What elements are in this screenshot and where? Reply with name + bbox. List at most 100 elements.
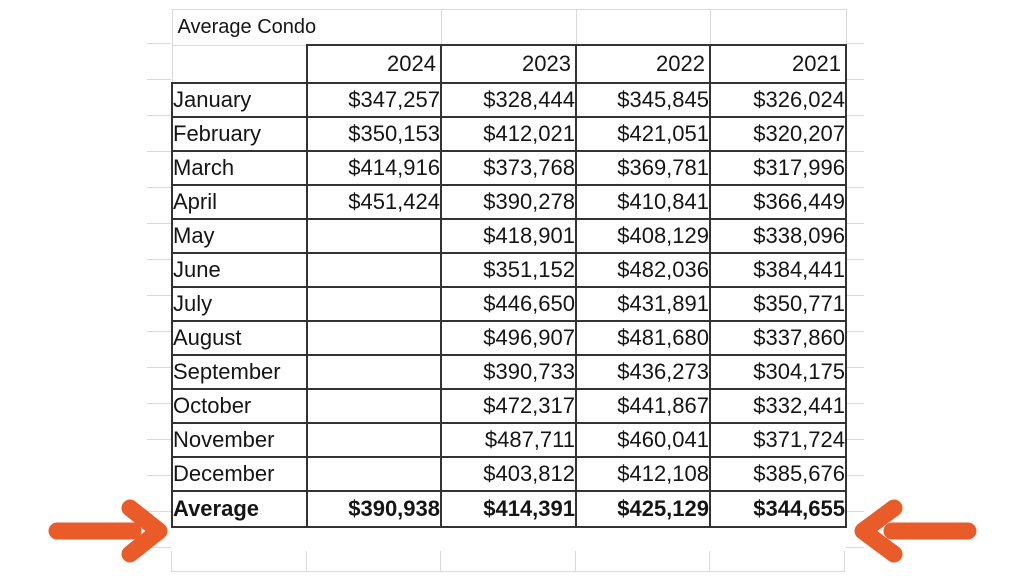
value-cell — [306, 218, 442, 254]
month-cell: April — [171, 184, 308, 220]
gridline-stub — [709, 551, 710, 571]
value-cell: $337,860 — [709, 320, 847, 356]
value-cell: $410,841 — [575, 184, 711, 220]
table-row: December $403,812 $412,108 $385,676 — [171, 456, 847, 492]
value-cell: $332,441 — [709, 388, 847, 424]
average-row: Average $390,938 $414,391 $425,129 $344,… — [171, 490, 847, 528]
value-cell: $496,907 — [440, 320, 577, 356]
value-cell: $371,724 — [709, 422, 847, 458]
value-cell: $403,812 — [440, 456, 577, 492]
value-cell: $408,129 — [575, 218, 711, 254]
value-cell — [306, 354, 442, 390]
table-row: September $390,733 $436,273 $304,175 — [171, 354, 847, 390]
empty-cell — [709, 9, 847, 45]
value-cell: $412,108 — [575, 456, 711, 492]
table-row: January $347,257 $328,444 $345,845 $326,… — [171, 82, 847, 118]
table-row: April $451,424 $390,278 $410,841 $366,44… — [171, 184, 847, 220]
value-cell: $345,845 — [575, 82, 711, 118]
year-header-2022: 2022 — [575, 44, 711, 84]
value-cell: $338,096 — [709, 218, 847, 254]
table-row: July $446,650 $431,891 $350,771 — [171, 286, 847, 322]
average-value-cell: $344,655 — [709, 490, 847, 528]
value-cell — [306, 422, 442, 458]
gridline-stub — [171, 551, 172, 571]
month-cell: December — [171, 456, 308, 492]
value-cell: $366,449 — [709, 184, 847, 220]
month-cell: March — [171, 150, 308, 186]
month-cell: May — [171, 218, 308, 254]
year-header-2021: 2021 — [709, 44, 847, 84]
month-cell: August — [171, 320, 308, 356]
table-row: February $350,153 $412,021 $421,051 $320… — [171, 116, 847, 152]
month-cell: February — [171, 116, 308, 152]
value-cell: $421,051 — [575, 116, 711, 152]
value-cell: $350,153 — [306, 116, 442, 152]
gridline-stub — [440, 551, 441, 571]
value-cell: $347,257 — [306, 82, 442, 118]
value-cell: $373,768 — [440, 150, 577, 186]
value-cell: $320,207 — [709, 116, 847, 152]
value-cell: $350,771 — [709, 286, 847, 322]
empty-cell — [575, 9, 710, 45]
table-row: June $351,152 $482,036 $384,441 — [171, 252, 847, 288]
value-cell: $436,273 — [575, 354, 711, 390]
month-cell: June — [171, 252, 308, 288]
value-cell: $385,676 — [709, 456, 847, 492]
year-header-2023: 2023 — [440, 44, 577, 84]
month-cell: November — [171, 422, 308, 458]
sheet-title: Average Condo — [171, 9, 441, 45]
value-cell — [306, 320, 442, 356]
value-cell: $418,901 — [440, 218, 577, 254]
month-cell: September — [171, 354, 308, 390]
month-cell: July — [171, 286, 308, 322]
value-cell: $487,711 — [440, 422, 577, 458]
average-value-cell: $425,129 — [575, 490, 711, 528]
gridline-stub — [844, 551, 845, 571]
average-row-right-arrow-icon — [854, 499, 977, 563]
value-cell: $482,036 — [575, 252, 711, 288]
value-cell: $328,444 — [440, 82, 577, 118]
value-cell: $326,024 — [709, 82, 847, 118]
average-value-cell: $390,938 — [306, 490, 442, 528]
month-cell: January — [171, 82, 308, 118]
value-cell: $472,317 — [440, 388, 577, 424]
table-row: March $414,916 $373,768 $369,781 $317,99… — [171, 150, 847, 186]
value-cell: $414,916 — [306, 150, 442, 186]
value-cell: $481,680 — [575, 320, 711, 356]
value-cell: $460,041 — [575, 422, 711, 458]
value-cell — [306, 456, 442, 492]
value-cell: $390,278 — [440, 184, 577, 220]
value-cell: $317,996 — [709, 150, 847, 186]
table-row: November $487,711 $460,041 $371,724 — [171, 422, 847, 458]
year-header-row: 2024 2023 2022 2021 — [171, 44, 847, 84]
title-row: Average Condo — [171, 9, 847, 45]
value-cell — [306, 252, 442, 288]
value-cell: $351,152 — [440, 252, 577, 288]
gridline-stubs-left — [147, 43, 171, 551]
average-value-cell: $414,391 — [440, 490, 577, 528]
table-row: August $496,907 $481,680 $337,860 — [171, 320, 847, 356]
month-cell: October — [171, 388, 308, 424]
gridline-stub — [171, 571, 845, 572]
value-cell: $412,021 — [440, 116, 577, 152]
value-cell: $431,891 — [575, 286, 711, 322]
average-label-cell: Average — [171, 490, 308, 528]
value-cell: $369,781 — [575, 150, 711, 186]
condo-price-table: Average Condo 2024 2023 2022 2021 Januar… — [171, 9, 847, 528]
empty-header-cell — [171, 44, 307, 83]
gridline-stub — [306, 551, 307, 571]
empty-cell — [440, 9, 576, 45]
table-row: October $472,317 $441,867 $332,441 — [171, 388, 847, 424]
value-cell: $390,733 — [440, 354, 577, 390]
gridline-stubs-right — [846, 43, 864, 551]
value-cell: $441,867 — [575, 388, 711, 424]
average-row-left-arrow-icon — [48, 499, 168, 563]
table-row: May $418,901 $408,129 $338,096 — [171, 218, 847, 254]
value-cell: $304,175 — [709, 354, 847, 390]
year-header-2024: 2024 — [306, 44, 442, 84]
value-cell: $446,650 — [440, 286, 577, 322]
value-cell — [306, 286, 442, 322]
value-cell: $451,424 — [306, 184, 442, 220]
gridline-stub — [575, 551, 576, 571]
